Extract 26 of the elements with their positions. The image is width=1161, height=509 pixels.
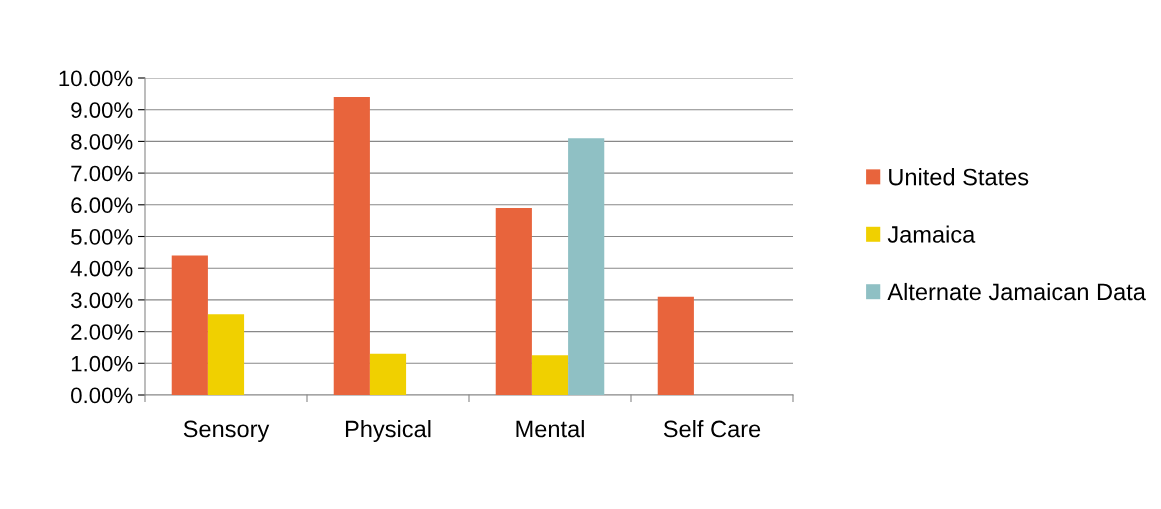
x-tick-label: Physical [345, 420, 431, 443]
x-tick-label: Sensory [183, 420, 270, 443]
legend-label: Jamaica [887, 225, 976, 243]
y-tick-label: 7.00% [71, 165, 133, 182]
x-tick-label: Mental [516, 420, 584, 438]
bar [369, 353, 407, 395]
y-tick-label: 3.00% [71, 292, 133, 309]
y-tick-label: 0.00% [71, 387, 133, 404]
y-tick-label: 6.00% [71, 197, 133, 214]
bar [657, 296, 694, 395]
bar [531, 355, 569, 395]
y-tick-label: 1.00% [71, 355, 133, 372]
y-tick-label: 10.00% [59, 70, 133, 87]
y-tick-label: 5.00% [71, 229, 133, 245]
y-tick-label: 9.00% [71, 102, 133, 118]
legend-label: Alternate Jamaican Data [887, 282, 1146, 301]
bar [495, 207, 532, 395]
x-tick-label: Self Care [663, 420, 761, 438]
y-tick-label: 4.00% [70, 260, 133, 277]
bar [333, 97, 370, 395]
bar [207, 314, 245, 395]
bar [171, 255, 208, 395]
bar [568, 138, 605, 395]
y-tick-label: 2.00% [71, 324, 133, 340]
legend-label: United States [889, 168, 1029, 186]
y-tick-label: 8.00% [71, 133, 133, 150]
